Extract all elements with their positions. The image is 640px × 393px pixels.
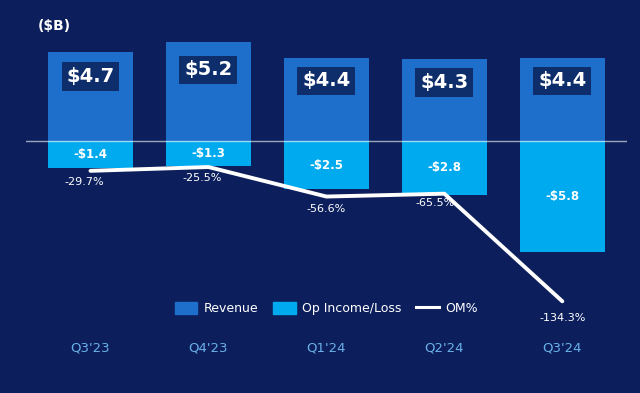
- Text: -25.5%: -25.5%: [183, 173, 222, 183]
- Bar: [402, 59, 487, 141]
- Text: $4.4: $4.4: [538, 72, 586, 90]
- Bar: [402, 141, 487, 195]
- Text: -56.6%: -56.6%: [307, 204, 346, 214]
- Text: -$1.4: -$1.4: [74, 148, 108, 161]
- Bar: [166, 42, 251, 141]
- Bar: [48, 141, 133, 168]
- Legend: Revenue, Op Income/Loss, OM%: Revenue, Op Income/Loss, OM%: [172, 299, 481, 319]
- Text: ($B): ($B): [37, 19, 70, 33]
- Bar: [166, 141, 251, 166]
- Text: -134.3%: -134.3%: [539, 313, 586, 323]
- Text: $4.3: $4.3: [420, 73, 468, 92]
- Bar: [520, 141, 605, 252]
- Text: -$2.8: -$2.8: [428, 162, 461, 174]
- Bar: [284, 141, 369, 189]
- Bar: [520, 57, 605, 141]
- Text: -29.7%: -29.7%: [65, 176, 104, 187]
- Bar: [284, 57, 369, 141]
- Text: -$1.3: -$1.3: [191, 147, 225, 160]
- Text: -$5.8: -$5.8: [545, 190, 579, 203]
- Text: $4.4: $4.4: [302, 72, 351, 90]
- Text: -65.5%: -65.5%: [415, 198, 454, 208]
- Text: $4.7: $4.7: [67, 67, 115, 86]
- Text: $5.2: $5.2: [184, 61, 232, 79]
- Text: -$2.5: -$2.5: [309, 159, 344, 172]
- Bar: [48, 52, 133, 141]
